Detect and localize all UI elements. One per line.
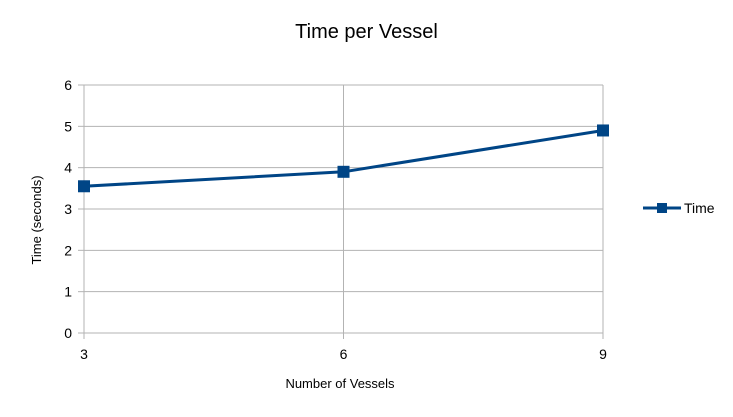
x-axis-title: Number of Vessels [285, 376, 395, 391]
data-point-marker [78, 180, 90, 193]
x-tick-label: 9 [599, 346, 607, 362]
chart-title: Time per Vessel [295, 21, 438, 43]
y-tick-label: 1 [64, 284, 72, 300]
data-point-marker [337, 165, 350, 178]
series-layer [78, 124, 609, 193]
axes [78, 84, 604, 339]
y-tick-label: 5 [64, 118, 72, 134]
y-tick-label: 4 [64, 160, 72, 176]
legend-marker-swatch [657, 203, 667, 213]
x-tick-labels: 3 6 9 [80, 346, 607, 362]
x-tick-label: 6 [340, 346, 348, 362]
y-tick-label: 6 [64, 77, 72, 93]
y-tick-label: 2 [64, 242, 72, 258]
legend: Time [643, 200, 715, 216]
data-point-marker [597, 124, 609, 137]
legend-label: Time [684, 200, 715, 216]
y-tick-label: 0 [64, 325, 72, 341]
y-tick-labels: 0 1 2 3 4 5 6 [64, 77, 72, 341]
x-tick-label: 3 [80, 346, 88, 362]
y-tick-label: 3 [64, 201, 72, 217]
y-axis-title: Time (seconds) [29, 175, 44, 264]
